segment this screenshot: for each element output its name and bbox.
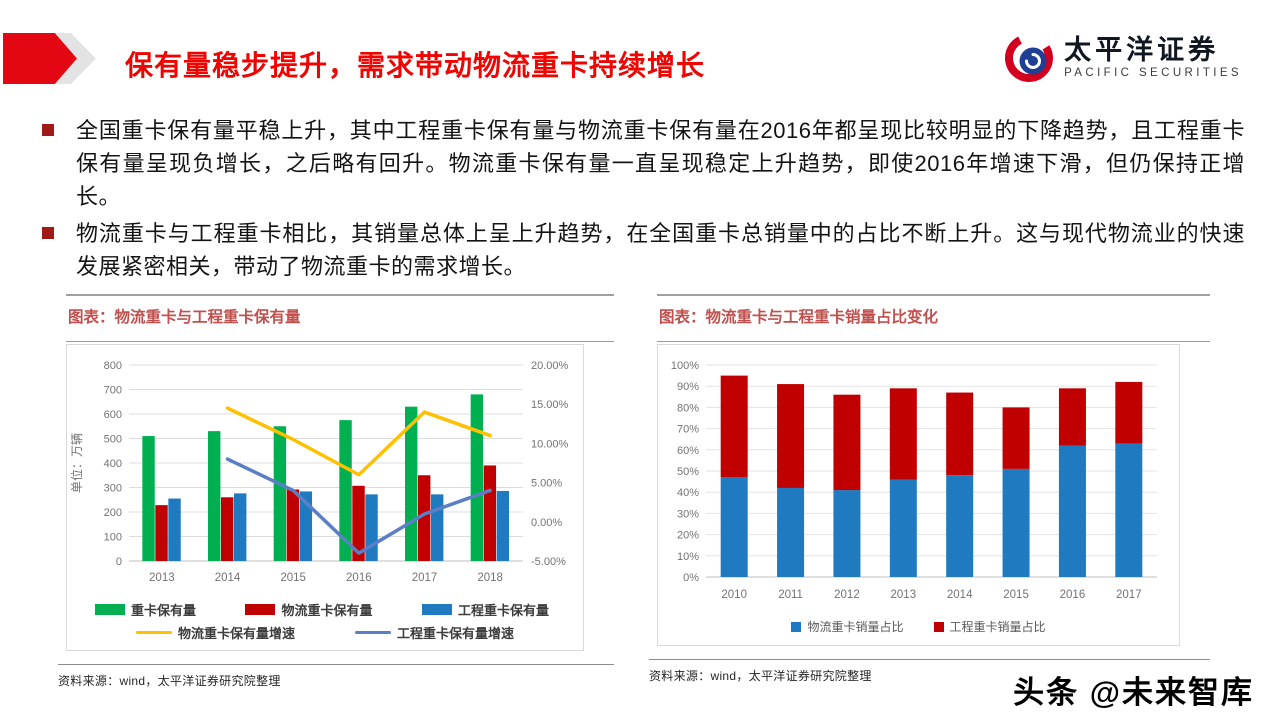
legend-item: 物流重卡销量占比 xyxy=(791,618,904,635)
logo-name-en: PACIFIC SECURITIES xyxy=(1064,67,1242,79)
svg-text:100%: 100% xyxy=(671,360,699,372)
svg-text:60%: 60% xyxy=(677,445,699,457)
legend-label: 物流重卡保有量增速 xyxy=(177,626,295,641)
legend-label: 工程重卡保有量增速 xyxy=(397,626,515,641)
divider xyxy=(66,341,614,342)
divider xyxy=(657,294,1210,296)
svg-text:200: 200 xyxy=(104,507,122,519)
svg-text:100: 100 xyxy=(104,532,122,544)
source-note: 资料来源：wind，太平洋证券研究院整理 xyxy=(649,669,872,683)
svg-text:2015: 2015 xyxy=(1003,589,1029,601)
legend-item: 工程重卡保有量 xyxy=(421,600,549,619)
svg-text:2013: 2013 xyxy=(149,572,175,584)
svg-text:10.00%: 10.00% xyxy=(531,438,569,450)
svg-text:700: 700 xyxy=(104,385,122,397)
svg-text:5.00%: 5.00% xyxy=(531,478,562,490)
bullet-square-icon xyxy=(42,124,54,136)
blue-bar-swatch-icon xyxy=(421,604,452,615)
svg-text:2018: 2018 xyxy=(477,572,503,584)
logo-text: 太平洋证券 PACIFIC SECURITIES xyxy=(1064,35,1242,79)
legend-item: 重卡保有量 xyxy=(95,600,196,619)
yellow-line-swatch-icon xyxy=(135,630,172,635)
divider xyxy=(657,341,1210,342)
legend-item: 物流重卡保有量 xyxy=(245,600,373,619)
stacked-chart-svg: 0% 10% 20% 30% 40% 50% 60% 70% 80% 90% 100% 2010 201… xyxy=(671,360,1157,601)
svg-text:2011: 2011 xyxy=(778,589,803,601)
legend-label: 重卡保有量 xyxy=(131,603,197,618)
svg-text:单位：万辆: 单位：万辆 xyxy=(69,433,84,493)
legend-label: 工程重卡保有量 xyxy=(457,603,549,618)
legend-item: 工程重卡销量占比 xyxy=(933,618,1046,635)
blue-line-swatch-icon xyxy=(355,630,391,635)
figure-title: 图表：物流重卡与工程重卡销量占比变化 xyxy=(659,309,939,326)
svg-text:500: 500 xyxy=(104,434,122,446)
divider xyxy=(58,664,614,665)
red-square-swatch-icon xyxy=(933,621,944,632)
svg-text:2014: 2014 xyxy=(947,589,973,601)
divider xyxy=(649,659,1210,660)
svg-text:2017: 2017 xyxy=(412,572,438,584)
svg-text:2015: 2015 xyxy=(280,572,306,584)
svg-text:15.00%: 15.00% xyxy=(531,399,569,411)
combo-chart-legend-row2: 物流重卡保有量增速 工程重卡保有量增速 xyxy=(67,619,583,644)
svg-text:80%: 80% xyxy=(677,402,699,414)
legend-item: 工程重卡保有量增速 xyxy=(355,623,514,642)
svg-text:30%: 30% xyxy=(677,508,699,520)
svg-text:20.00%: 20.00% xyxy=(531,360,569,372)
legend-item: 物流重卡保有量增速 xyxy=(135,623,295,642)
pacific-securities-logo-icon xyxy=(1005,34,1054,82)
svg-text:-5.00%: -5.00% xyxy=(531,556,566,568)
combo-chart-svg: 0 100 200 300 400 500 600 700 800 -5.00% 0.00% 5.00… xyxy=(69,360,569,584)
blue-square-swatch-icon xyxy=(791,621,802,632)
svg-text:400: 400 xyxy=(104,458,122,470)
stacked-chart-box: 0% 10% 20% 30% 40% 50% 60% 70% 80% 90% 100% 2010 201… xyxy=(657,344,1180,646)
page-title: 保有量稳步提升，需求带动物流重卡持续增长 xyxy=(125,50,706,81)
svg-text:300: 300 xyxy=(104,483,122,495)
svg-text:2016: 2016 xyxy=(346,572,372,584)
svg-text:800: 800 xyxy=(104,360,122,372)
company-logo: 太平洋证券 PACIFIC SECURITIES xyxy=(1004,30,1242,84)
green-bar-swatch-icon xyxy=(95,604,125,615)
bullet-text-1: 全国重卡保有量平稳上升，其中工程重卡保有量与物流重卡保有量在2016年都呈现比较… xyxy=(76,118,1245,209)
source-note: 资料来源：wind，太平洋证券研究院整理 xyxy=(58,674,281,688)
red-bar-swatch-icon xyxy=(245,604,276,615)
svg-text:90%: 90% xyxy=(677,381,699,393)
legend-label: 工程重卡销量占比 xyxy=(949,620,1046,634)
svg-text:70%: 70% xyxy=(677,424,699,436)
logo-name-cn: 太平洋证券 xyxy=(1064,35,1220,65)
svg-text:600: 600 xyxy=(104,409,122,421)
bullet-text-2: 物流重卡与工程重卡相比，其销量总体上呈上升趋势，在全国重卡总销量中的占比不断上升… xyxy=(76,221,1245,279)
svg-text:2014: 2014 xyxy=(215,572,241,584)
figure-panel-sales-share: 图表：物流重卡与工程重卡销量占比变化 0% 10% 20% 30% 40% 50% 60% 7… xyxy=(649,294,1210,684)
legend-label: 物流重卡保有量 xyxy=(281,603,373,618)
svg-text:2012: 2012 xyxy=(834,589,860,601)
list-item: 全国重卡保有量平稳上升，其中工程重卡保有量与物流重卡保有量在2016年都呈现比较… xyxy=(40,114,1245,213)
svg-text:20%: 20% xyxy=(677,530,699,542)
svg-text:0.00%: 0.00% xyxy=(531,517,562,529)
svg-text:2013: 2013 xyxy=(891,589,917,601)
combo-chart-legend-row1: 重卡保有量 物流重卡保有量 工程重卡保有量 xyxy=(67,596,583,619)
bullet-square-icon xyxy=(42,227,54,239)
svg-text:10%: 10% xyxy=(677,551,699,563)
svg-text:50%: 50% xyxy=(677,466,699,478)
legend-label: 物流重卡销量占比 xyxy=(807,620,904,634)
svg-text:0%: 0% xyxy=(683,572,699,584)
svg-text:40%: 40% xyxy=(677,487,699,499)
figure-panel-holdings: 图表：物流重卡与工程重卡保有量 0 100 200 300 400 500 600 700 80… xyxy=(58,294,614,689)
svg-text:2017: 2017 xyxy=(1116,589,1142,601)
stacked-chart-legend: 物流重卡销量占比 工程重卡销量占比 xyxy=(658,614,1179,639)
svg-text:0: 0 xyxy=(116,556,122,568)
list-item: 物流重卡与工程重卡相比，其销量总体上呈上升趋势，在全国重卡总销量中的占比不断上升… xyxy=(40,217,1245,283)
watermark: 头条 @未来智库 xyxy=(1013,675,1254,710)
figure-title: 图表：物流重卡与工程重卡保有量 xyxy=(68,309,301,326)
svg-text:2016: 2016 xyxy=(1060,589,1086,601)
combo-chart-box: 0 100 200 300 400 500 600 700 800 -5.00% 0.00% 5.00… xyxy=(66,344,584,651)
svg-text:2010: 2010 xyxy=(721,589,747,601)
divider xyxy=(66,294,614,296)
bullet-list: 全国重卡保有量平稳上升，其中工程重卡保有量与物流重卡保有量在2016年都呈现比较… xyxy=(40,114,1245,287)
